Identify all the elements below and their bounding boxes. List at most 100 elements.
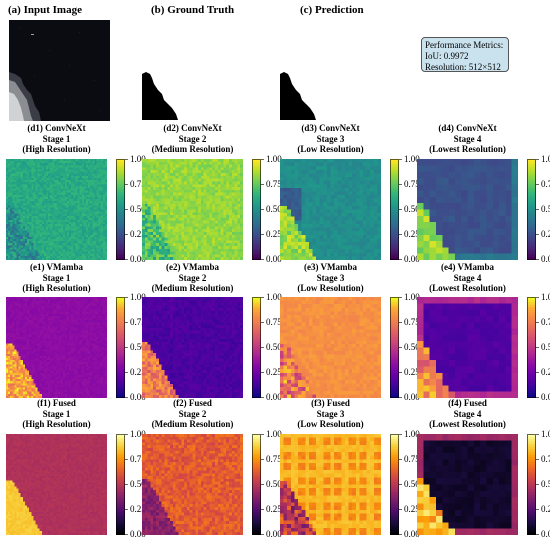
- panel-title-line: (e2) VMamba: [165, 262, 220, 272]
- panel-title-line: Stage 3: [316, 272, 345, 283]
- colorbar-tick-label: 0.25: [404, 504, 420, 514]
- colorbar-tick-label: 0.25: [130, 504, 146, 514]
- colorbar-tick-label: 0.50: [541, 204, 550, 214]
- panel-title-line: (e3) VMamba: [303, 262, 358, 272]
- panel-title-f3: (f3) Fused Stage 3 (Low Resolution): [270, 398, 391, 430]
- colorbar-tick-label: 1.00: [130, 429, 146, 439]
- colorbar-tick-label: 0.75: [541, 454, 550, 464]
- metrics-iou: IoU: 0.9972: [425, 51, 469, 61]
- colorbar-d3: [390, 159, 402, 260]
- colorbar-e2: [252, 297, 264, 398]
- colorbar-tick-label: 0.75: [130, 454, 146, 464]
- panel-title-line: (Low Resolution): [297, 419, 364, 429]
- colorbar-tick-label: 1.00: [541, 292, 550, 302]
- colorbar-tick-label: 0.50: [266, 479, 282, 489]
- colorbar-tick-label: 0.75: [404, 317, 420, 327]
- colorbar-tick-label: 0.00: [266, 529, 282, 539]
- panel-title-line: Stage 3: [316, 408, 345, 419]
- panel-title-line: (Lowest Resolution): [429, 419, 506, 429]
- performance-metrics-box: Performance Metrics: IoU: 0.9972 Resolut…: [421, 37, 509, 72]
- panel-title-line: (e4) VMamba: [440, 262, 495, 272]
- panel-title-line: Stage 4: [453, 408, 482, 419]
- colorbar-tick-label: 1.00: [266, 292, 282, 302]
- colorbar-tick-label: 0.50: [404, 342, 420, 352]
- colorbar-tick-label: 0.00: [130, 529, 146, 539]
- colorbar-f1: [116, 434, 128, 535]
- panel-title-line: (Low Resolution): [297, 283, 364, 293]
- panel-title-line: (f4) Fused: [448, 398, 487, 408]
- colorbar-tick-label: 0.00: [541, 529, 550, 539]
- panel-title-line: (f3) Fused: [311, 398, 350, 408]
- panel-title-line: (Lowest Resolution): [429, 144, 506, 154]
- colorbar-tick-label: 0.75: [266, 317, 282, 327]
- panel-title-line: (d2) ConvNeXt: [163, 123, 222, 133]
- feature-map-d1: [6, 159, 107, 260]
- colorbar-e3: [390, 297, 402, 398]
- panel-title-line: Stage 3: [316, 133, 345, 144]
- colorbar-tick-label: 0.25: [266, 367, 282, 377]
- ground-truth-title: (b) Ground Truth: [151, 4, 235, 16]
- colorbar-tick-label: 0.50: [541, 342, 550, 352]
- feature-map-e2: [142, 297, 243, 398]
- colorbar-tick-label: 0.75: [541, 317, 550, 327]
- panel-title-line: (d3) ConvNeXt: [301, 123, 360, 133]
- colorbar-tick-label: 0.50: [130, 204, 146, 214]
- panel-title-line: Stage 1: [42, 408, 71, 419]
- colorbar-tick-label: 0.25: [266, 504, 282, 514]
- panel-title-line: (d1) ConvNeXt: [27, 123, 86, 133]
- colorbar-tick-label: 0.00: [266, 392, 282, 402]
- colorbar-tick-label: 0.00: [404, 392, 420, 402]
- feature-map-e1: [6, 297, 107, 398]
- colorbar-tick-label: 0.75: [266, 454, 282, 464]
- panel-title-e4: (e4) VMamba Stage 4 (Lowest Resolution): [407, 262, 528, 294]
- colorbar-e4: [527, 297, 539, 398]
- prediction-title: (c) Prediction: [300, 4, 364, 16]
- metrics-title: Performance Metrics:: [425, 40, 504, 50]
- colorbar-tick-label: 0.00: [404, 529, 420, 539]
- panel-title-e3: (e3) VMamba Stage 3 (Low Resolution): [270, 262, 391, 294]
- panel-title-f1: (f1) Fused Stage 1 (High Resolution): [0, 398, 117, 430]
- panel-title-e1: (e1) VMamba Stage 1 (High Resolution): [0, 262, 117, 294]
- colorbar-f3: [390, 434, 402, 535]
- colorbar-tick-label: 0.75: [541, 179, 550, 189]
- panel-title-line: (Medium Resolution): [151, 419, 234, 429]
- colorbar-tick-label: 0.75: [404, 179, 420, 189]
- panel-title-line: (Low Resolution): [297, 144, 364, 154]
- panel-title-d2: (d2) ConvNeXt Stage 2 (Medium Resolution): [132, 123, 253, 155]
- colorbar-tick-label: 0.00: [404, 254, 420, 264]
- colorbar-d1: [116, 159, 128, 260]
- colorbar-tick-label: 0.25: [404, 367, 420, 377]
- colorbar-tick-label: 0.25: [541, 504, 550, 514]
- colorbar-tick-label: 0.25: [130, 367, 146, 377]
- colorbar-tick-label: 0.50: [130, 479, 146, 489]
- panel-title-f4: (f4) Fused Stage 4 (Lowest Resolution): [407, 398, 528, 430]
- panel-title-e2: (e2) VMamba Stage 2 (Medium Resolution): [132, 262, 253, 294]
- panel-title-line: (High Resolution): [22, 283, 91, 293]
- panel-title-d4: (d4) ConvNeXt Stage 4 (Lowest Resolution): [407, 123, 528, 155]
- panel-title-line: Stage 4: [453, 272, 482, 283]
- panel-title-line: (e1) VMamba: [29, 262, 84, 272]
- panel-title-line: (f1) Fused: [37, 398, 76, 408]
- input-image: [9, 20, 110, 121]
- feature-map-f4: [417, 434, 518, 535]
- feature-map-d3: [280, 159, 381, 260]
- panel-title-line: (High Resolution): [22, 419, 91, 429]
- panel-title-line: (High Resolution): [22, 144, 91, 154]
- panel-title-line: Stage 2: [178, 408, 207, 419]
- colorbar-tick-label: 0.75: [130, 317, 146, 327]
- feature-map-f2: [142, 434, 243, 535]
- panel-title-line: Stage 2: [178, 133, 207, 144]
- colorbar-tick-label: 1.00: [130, 292, 146, 302]
- feature-map-e3: [280, 297, 381, 398]
- colorbar-tick-label: 0.50: [404, 204, 420, 214]
- colorbar-f4: [527, 434, 539, 535]
- colorbar-tick-label: 1.00: [541, 429, 550, 439]
- input-image-title: (a) Input Image: [8, 4, 82, 16]
- colorbar-tick-label: 0.00: [541, 254, 550, 264]
- colorbar-tick-label: 0.00: [266, 254, 282, 264]
- colorbar-tick-label: 0.25: [130, 229, 146, 239]
- panel-title-line: (d4) ConvNeXt: [438, 123, 497, 133]
- colorbar-tick-label: 0.75: [266, 179, 282, 189]
- colorbar-tick-label: 0.50: [404, 479, 420, 489]
- colorbar-tick-label: 0.50: [130, 342, 146, 352]
